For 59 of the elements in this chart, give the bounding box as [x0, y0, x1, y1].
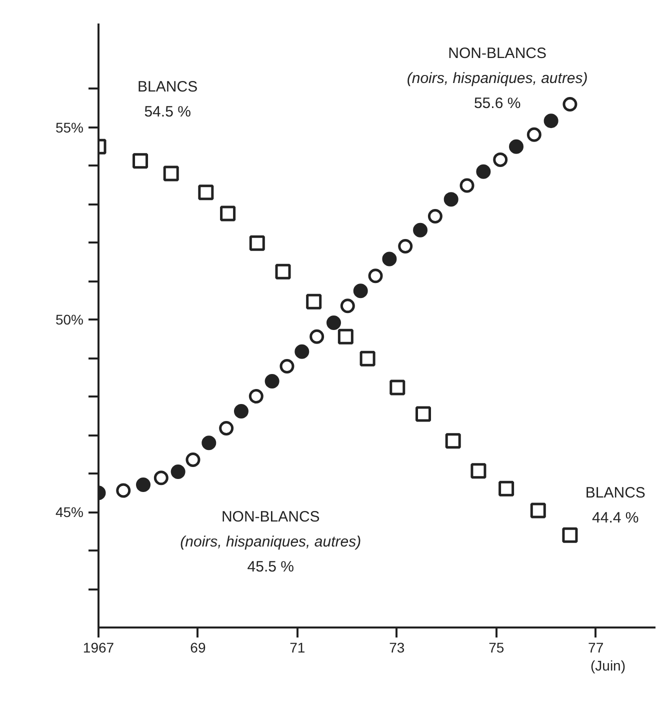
point: [306, 294, 322, 310]
point: [186, 452, 200, 468]
point: [219, 420, 234, 436]
annotation: NON-BLANCS (noirs, hispaniques, autres) 45.5 %: [180, 508, 362, 576]
point: [248, 389, 264, 404]
x-tick-label: 77: [588, 640, 604, 656]
text: (Juin): [590, 658, 626, 674]
point: [340, 298, 355, 314]
point: [154, 470, 168, 486]
point: [198, 184, 214, 200]
point: [163, 166, 179, 182]
point: [220, 206, 236, 222]
x-tick-label: 75: [488, 640, 504, 656]
point: [382, 252, 397, 266]
point: [234, 404, 248, 419]
annotation: NON-BLANCS (noirs, hispaniques, autres) 55.6 %: [406, 45, 588, 112]
point: [413, 222, 428, 238]
x-tick-label: 71: [290, 640, 306, 656]
point: [493, 152, 508, 167]
annotation: BLANCS 44.4 %: [585, 484, 646, 526]
point: [445, 433, 461, 449]
point: [476, 164, 491, 179]
point: [338, 328, 354, 344]
point: [294, 344, 310, 359]
point: [562, 97, 578, 112]
point: [202, 436, 216, 450]
point: [326, 316, 341, 330]
x-tick-label: 73: [389, 640, 405, 656]
point: [275, 264, 291, 280]
point: [544, 114, 558, 128]
point: [136, 478, 151, 492]
x-tick-label: 1967: [82, 640, 114, 656]
point: [530, 502, 546, 518]
point: [526, 127, 542, 142]
x-tick-label: 69: [190, 640, 206, 656]
annotation: BLANCS 54.5 %: [138, 78, 198, 120]
point: [390, 380, 406, 396]
point: [264, 374, 280, 389]
point: [132, 153, 148, 169]
y-tick-label: 50%: [55, 312, 84, 328]
point: [562, 527, 578, 543]
point: [170, 464, 186, 479]
point: [360, 350, 376, 366]
point: [310, 329, 324, 344]
point: [444, 192, 458, 207]
point: [249, 235, 265, 251]
point: [398, 239, 413, 254]
point: [368, 268, 383, 284]
point: [428, 209, 442, 224]
point: [460, 178, 474, 193]
point: [509, 139, 524, 154]
point: [116, 483, 131, 498]
point: [470, 463, 486, 479]
point: [416, 406, 431, 422]
point: [498, 480, 514, 496]
point: [280, 359, 294, 374]
y-tick-label: 45%: [55, 504, 84, 520]
y-tick-label: 55%: [55, 119, 84, 136]
point: [353, 284, 368, 298]
